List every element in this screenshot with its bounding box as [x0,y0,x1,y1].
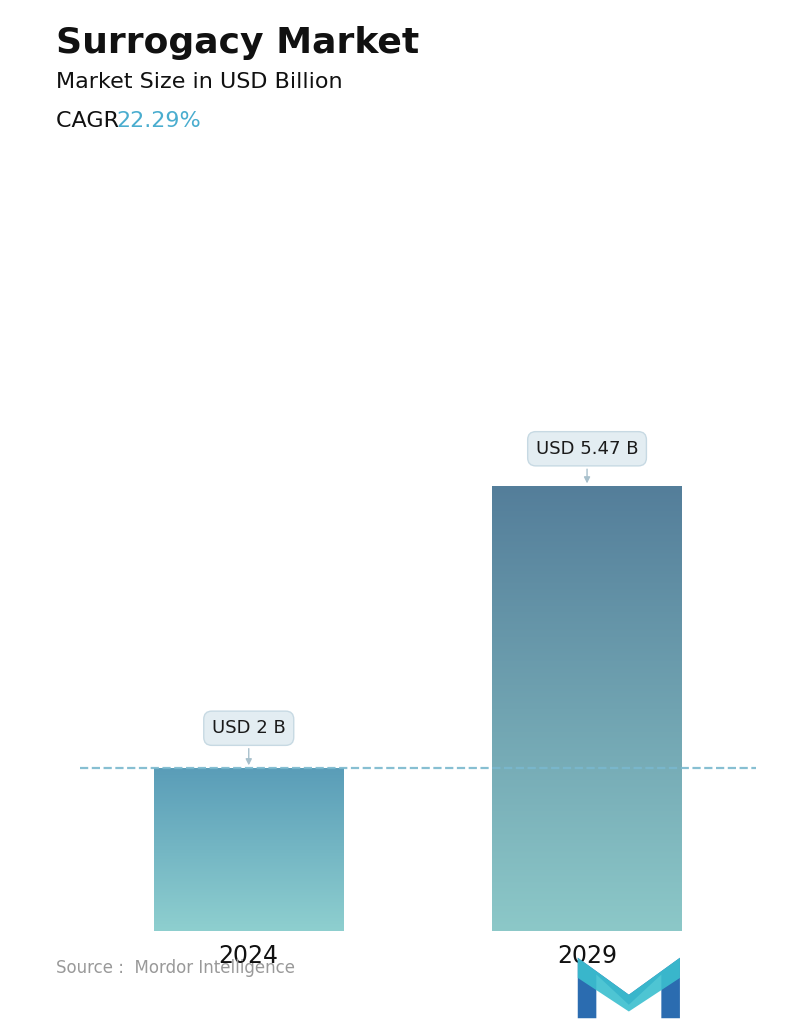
Text: USD 2 B: USD 2 B [212,720,286,764]
Text: USD 5.47 B: USD 5.47 B [536,439,638,482]
Text: Market Size in USD Billion: Market Size in USD Billion [56,72,342,92]
Polygon shape [578,957,680,1011]
Text: 22.29%: 22.29% [116,111,201,130]
Text: Surrogacy Market: Surrogacy Market [56,26,419,60]
Polygon shape [578,957,680,1018]
Text: Source :  Mordor Intelligence: Source : Mordor Intelligence [56,960,295,977]
Text: CAGR: CAGR [56,111,126,130]
